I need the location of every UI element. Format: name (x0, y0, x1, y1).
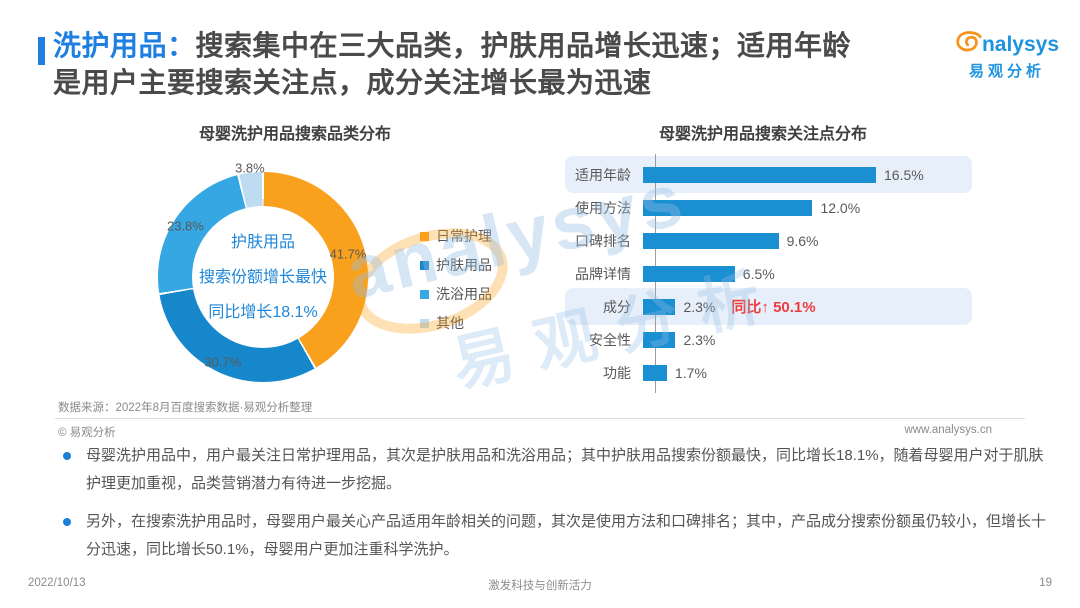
title-accent-bar (38, 37, 45, 65)
page-title-line2: 是用户主要搜索关注点，成分关注增长最为迅速 (53, 67, 652, 98)
bar-row: 适用年龄 16.5% (565, 156, 1025, 193)
bullet-item: 另外，在搜索洗护用品时，母婴用户最关心产品适用年龄相关的问题，其次是使用方法和口… (60, 508, 1050, 564)
donut-slice-label: 30.7% (204, 354, 242, 370)
footer-slogan: 激发科技与创新活力 (488, 580, 592, 592)
yoy-value: 50.1% (768, 299, 816, 316)
data-source-note: 数据来源：2022年8月百度搜索数据·易观分析整理 (58, 402, 313, 414)
website-url: www.analysys.cn (904, 424, 992, 436)
legend-swatch (420, 260, 429, 270)
legend-item: 护肤用品 (420, 255, 492, 275)
horizontal-divider (55, 418, 1025, 419)
bar-track: 6.5% (643, 265, 775, 282)
bar-category-label: 使用方法 (575, 199, 631, 216)
bar-track: 1.7% (643, 364, 707, 381)
legend-swatch (420, 231, 429, 241)
bar-track: 9.6% (643, 232, 819, 249)
legend-swatch (420, 318, 429, 328)
legend-label: 日常护理 (436, 228, 492, 244)
donut-center-line: 同比增长18.1% (208, 303, 318, 321)
bar-value-label: 16.5% (884, 166, 924, 183)
up-arrow-icon: ↑ (761, 299, 769, 316)
donut-center-line: 搜索份额增长最快 (198, 268, 327, 286)
bar-track: 16.5% (643, 166, 924, 183)
bar-track: 12.0% (643, 199, 861, 216)
donut-chart-title: 母婴洗护用品搜索品类分布 (198, 126, 391, 143)
legend-item: 日常护理 (420, 226, 492, 246)
yoy-label: 同比 (731, 299, 762, 316)
analysys-logo-wordmark: nalysys (948, 30, 1066, 59)
donut-center-line: 护肤用品 (230, 233, 295, 251)
donut-legend: 日常护理护肤用品洗浴用品其他 (420, 226, 492, 342)
page-number: 19 (1039, 577, 1052, 589)
page-title-highlight: 洗护用品： (53, 30, 196, 61)
bar-chart: 适用年龄 16.5% 使用方法 12.0% 口碑排名 9.6% 品牌详情 6.5% 成分 2.3%… (565, 154, 1025, 393)
legend-swatch (420, 289, 429, 299)
donut-center-text: 护肤用品搜索份额增长最快 同比增长18.1% (192, 206, 334, 348)
donut-slice-label: 3.8% (235, 160, 265, 176)
bar-row: 成分 2.3% 同比↑ 50.1% (565, 288, 1025, 325)
yoy-annotation: 同比↑ 50.1% (731, 296, 815, 317)
bar-value-label: 6.5% (742, 265, 775, 282)
bar-category-label: 口碑排名 (575, 232, 631, 249)
bar-row: 品牌详情 6.5% (565, 257, 1025, 290)
bar-category-label: 品牌详情 (575, 265, 631, 282)
bar-row: 功能 1.7% (565, 356, 1025, 389)
donut-slice-label: 41.7% (329, 246, 367, 262)
bar-track: 2.3% (643, 331, 716, 348)
logo-text-en: nalysys (981, 32, 1060, 56)
bar-value-label: 2.3% (683, 298, 716, 315)
bar-row: 口碑排名 9.6% (565, 224, 1025, 257)
bar-category-label: 功能 (603, 364, 631, 381)
footer-date: 2022/10/13 (28, 577, 86, 589)
row-highlight-band (565, 288, 972, 325)
legend-label: 洗浴用品 (436, 286, 492, 302)
bar (643, 199, 813, 216)
bar (643, 232, 779, 249)
bar-value-label: 1.7% (675, 364, 707, 381)
bar (643, 265, 735, 282)
donut-slice-labels: 41.7% 30.7% 23.8% 3.8% (158, 160, 368, 382)
legend-label: 其他 (436, 315, 464, 331)
bar-row: 使用方法 12.0% (565, 191, 1025, 224)
legend-item: 洗浴用品 (420, 284, 492, 304)
bar-category-label: 安全性 (589, 331, 631, 348)
bar-value-label: 9.6% (786, 232, 819, 249)
donut-slice-label: 23.8% (166, 218, 204, 234)
bar (643, 298, 676, 315)
bar (643, 364, 667, 381)
bar-chart-title: 母婴洗护用品搜索关注点分布 (658, 126, 867, 143)
bar-row: 安全性 2.3% (565, 323, 1025, 356)
bar-value-label: 12.0% (820, 199, 861, 216)
bullet-item: 母婴洗护用品中，用户最关注日常护理用品，其次是护肤用品和洗浴用品；其中护肤用品搜… (60, 442, 1050, 498)
key-takeaways-list: 母婴洗护用品中，用户最关注日常护理用品，其次是护肤用品和洗浴用品；其中护肤用品搜… (60, 442, 1050, 574)
donut-chart: 护肤用品搜索份额增长最快 同比增长18.1% 41.7% 30.7% 23.8% 3.8… (158, 160, 368, 382)
bar (643, 331, 676, 348)
legend-item: 其他 (420, 313, 492, 333)
bar-value-label: 2.3% (683, 331, 716, 348)
page-title-line1: 搜索集中在三大品类，护肤用品增长迅速；适用年龄 (195, 30, 852, 61)
bar-track: 2.3% 同比↑ 50.1% (643, 296, 816, 317)
logo-text-cn: 易观分析 (968, 63, 1045, 80)
legend-label: 护肤用品 (436, 257, 492, 273)
analysys-logo: nalysys 易观分析 (948, 30, 1066, 81)
page-title: 洗护用品：搜索集中在三大品类，护肤用品增长迅速；适用年龄是用户主要搜索关注点，成… (53, 27, 933, 101)
bar (643, 166, 876, 183)
analysys-swoosh-icon (955, 30, 982, 59)
bar-category-label: 成分 (603, 298, 631, 315)
bar-category-label: 适用年龄 (575, 166, 631, 183)
copyright-label: © 易观分析 (58, 427, 116, 439)
